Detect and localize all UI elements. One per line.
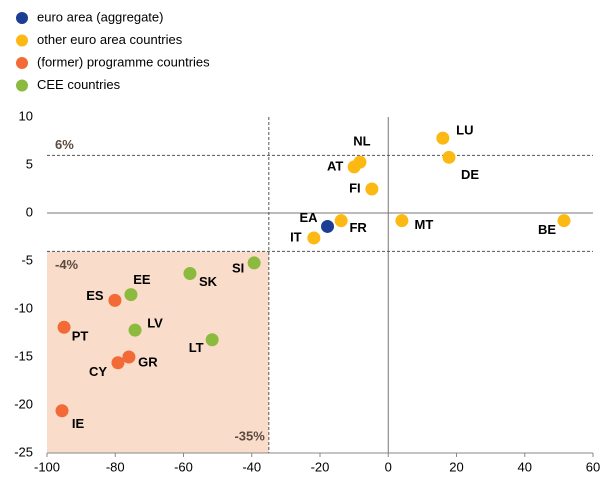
y-tick-label: 10 xyxy=(19,108,33,123)
legend-marker xyxy=(16,12,28,24)
y-tick-label: -10 xyxy=(14,300,33,315)
point xyxy=(183,266,197,280)
y-tick-label: 0 xyxy=(26,204,33,219)
x-tick-label: 0 xyxy=(385,459,392,474)
point xyxy=(334,214,348,228)
point xyxy=(55,404,69,418)
point xyxy=(395,214,409,228)
point-label: AT xyxy=(327,158,343,173)
point-label: LU xyxy=(456,123,473,138)
point xyxy=(307,231,321,245)
point-label: ES xyxy=(86,288,104,303)
x-tick-label: 20 xyxy=(449,459,463,474)
point xyxy=(108,293,122,307)
legend-label: euro area (aggregate) xyxy=(37,9,163,24)
point xyxy=(111,356,125,370)
point-label: CY xyxy=(89,364,107,379)
point xyxy=(365,182,379,196)
point xyxy=(57,320,71,334)
y-tick-label: 5 xyxy=(26,156,33,171)
legend-marker xyxy=(16,57,28,69)
y-tick-label: -5 xyxy=(21,252,33,267)
point-label: LT xyxy=(189,340,204,355)
point-label: LV xyxy=(147,316,163,331)
point-label: FR xyxy=(349,220,367,235)
point xyxy=(247,256,261,270)
legend-label: other euro area countries xyxy=(37,32,183,47)
y-tick-label: -15 xyxy=(14,348,33,363)
point-label: EE xyxy=(133,272,151,287)
legend-marker xyxy=(16,34,28,47)
point xyxy=(128,323,142,337)
y-tick-label: -20 xyxy=(14,396,33,411)
x-tick-label: -20 xyxy=(311,459,330,474)
x-tick-label: -40 xyxy=(242,459,261,474)
point-label: MT xyxy=(415,217,434,232)
x-tick-label: 40 xyxy=(518,459,532,474)
point xyxy=(122,350,136,364)
point-label: BE xyxy=(538,222,556,237)
point-label: IE xyxy=(72,416,85,431)
point xyxy=(436,131,450,145)
reference-label: 6% xyxy=(55,137,74,152)
reference-label: -4% xyxy=(55,257,79,272)
point-label: SI xyxy=(232,260,244,275)
point xyxy=(321,219,335,233)
legend-label: (former) programme countries xyxy=(37,54,210,69)
point-label: SK xyxy=(199,274,218,289)
x-tick-label: -100 xyxy=(34,459,60,474)
y-tick-label: -25 xyxy=(14,444,33,459)
shaded-region xyxy=(47,251,269,453)
point xyxy=(557,214,571,228)
point-label: IT xyxy=(290,229,302,244)
point-label: NL xyxy=(353,134,370,149)
point xyxy=(124,288,138,302)
x-tick-label: -80 xyxy=(106,459,125,474)
point-label: FI xyxy=(349,180,361,195)
point-label: PT xyxy=(72,329,89,344)
point xyxy=(442,150,456,164)
point-label: DE xyxy=(461,167,479,182)
legend-marker xyxy=(16,79,28,92)
legend-label: CEE countries xyxy=(37,77,121,92)
reference-label: -35% xyxy=(234,428,265,443)
point-label: EA xyxy=(299,210,318,225)
point xyxy=(347,160,361,174)
x-tick-label: 60 xyxy=(586,459,600,474)
point xyxy=(205,333,219,347)
point-label: GR xyxy=(138,354,158,369)
x-tick-label: -60 xyxy=(174,459,193,474)
